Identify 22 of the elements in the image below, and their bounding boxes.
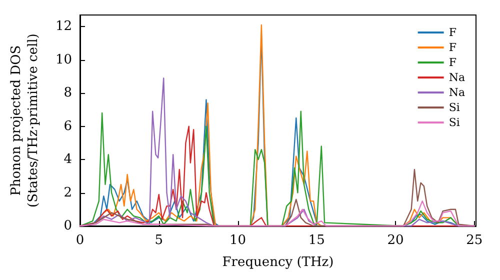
y-tick-label: 6 (64, 118, 72, 134)
y-tick-label: 10 (55, 52, 72, 68)
legend-label: F (448, 41, 457, 54)
x-axis-title: Frequency (THz) (222, 255, 334, 270)
y-tick-label: 8 (64, 86, 72, 101)
y-tick-label: 2 (64, 185, 72, 200)
y-tick-label: 0 (64, 218, 72, 234)
legend-label: F (448, 56, 457, 69)
x-tick-label: 10 (229, 233, 246, 248)
legend-label: Si (448, 101, 460, 114)
x-tick-label: 5 (154, 233, 164, 248)
x-tick-label: 25 (466, 233, 483, 248)
legend-label: Na (448, 86, 466, 99)
legend-label: F (448, 26, 457, 39)
y-axis-title: Phonon projected DOS (States/THz·primitive cell) (9, 33, 41, 208)
y-tick-label: 12 (55, 19, 72, 34)
x-tick-label: 15 (308, 233, 325, 248)
x-tick-label: 0 (76, 233, 84, 248)
x-tick-label: 20 (387, 233, 404, 248)
legend-label: Na (448, 71, 466, 84)
y-tick-label: 4 (64, 152, 72, 168)
legend-label: Si (448, 116, 460, 129)
